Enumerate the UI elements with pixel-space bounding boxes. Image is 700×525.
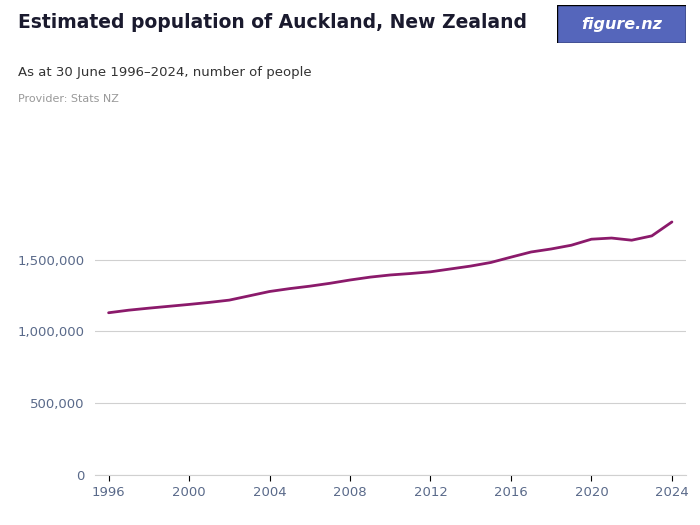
Text: Provider: Stats NZ: Provider: Stats NZ (18, 94, 118, 104)
Text: As at 30 June 1996–2024, number of people: As at 30 June 1996–2024, number of peopl… (18, 66, 311, 79)
Text: figure.nz: figure.nz (581, 17, 662, 32)
Text: Estimated population of Auckland, New Zealand: Estimated population of Auckland, New Ze… (18, 13, 526, 32)
FancyBboxPatch shape (556, 5, 686, 43)
